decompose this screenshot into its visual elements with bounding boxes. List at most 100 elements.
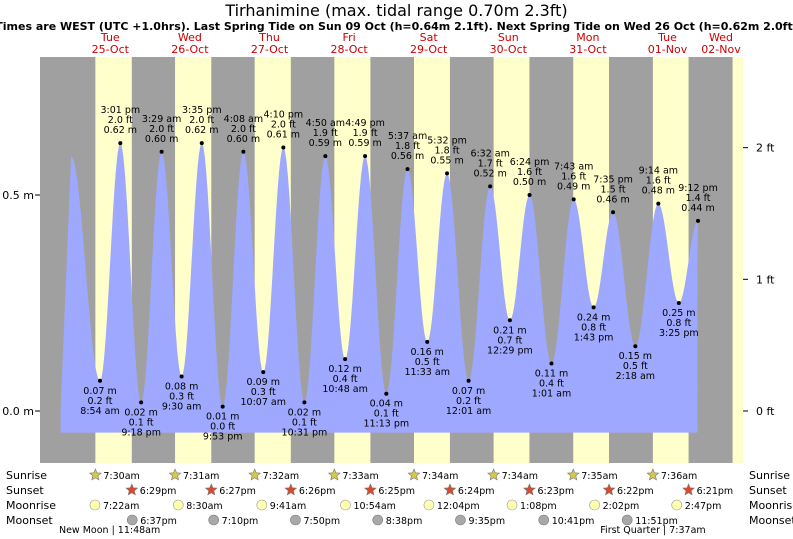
high-tide-label: 4:49 pm xyxy=(345,118,385,129)
high-tide-label: 0.56 m xyxy=(391,151,424,162)
day-label-weekday: Tue xyxy=(657,31,677,44)
high-tide-point xyxy=(281,145,286,150)
row-label-left: Moonrise xyxy=(6,499,56,512)
moonrise-time: 7:22am xyxy=(103,501,139,512)
high-tide-point xyxy=(363,154,368,159)
high-tide-label: 0.50 m xyxy=(513,177,546,188)
sunset-icon xyxy=(443,483,457,496)
high-tide-label: 7:35 pm xyxy=(593,174,633,185)
low-tide-point xyxy=(633,344,638,349)
low-tide-label: 0.4 ft xyxy=(333,374,358,385)
moonset-time: 7:50pm xyxy=(303,516,340,527)
moonrise-icon xyxy=(172,499,184,511)
high-tide-label: 4:10 pm xyxy=(264,109,304,120)
high-tide-label: 0.62 m xyxy=(104,125,137,136)
day-label-date: 26-Oct xyxy=(171,43,209,56)
low-tide-label: 0.15 m xyxy=(619,351,652,362)
low-tide-label: 11:33 am xyxy=(404,367,449,378)
sunset-icon xyxy=(523,483,536,496)
high-tide-label: 0.46 m xyxy=(596,194,629,205)
y-tick-label-feet: 1 ft xyxy=(756,273,775,286)
high-tide-label: 9:12 pm xyxy=(678,183,718,194)
low-tide-label: 0.07 m xyxy=(452,386,485,397)
high-tide-label: 0.60 m xyxy=(145,134,178,145)
high-tide-label: 0.62 m xyxy=(185,125,218,136)
low-tide-label: 0.11 m xyxy=(535,368,568,379)
high-tide-point xyxy=(241,149,246,154)
high-tide-point xyxy=(696,218,701,223)
moonrise-time: 12:04pm xyxy=(437,501,480,512)
day-label-date: 27-Oct xyxy=(251,43,289,56)
high-tide-label: 1.6 ft xyxy=(646,176,671,187)
high-tide-label: 1.6 ft xyxy=(517,167,542,178)
low-tide-point xyxy=(139,400,144,405)
sunset-icon xyxy=(682,483,696,496)
moonset-icon xyxy=(290,514,301,526)
low-tide-label: 0.7 ft xyxy=(497,335,522,346)
moonset-time: 11:51pm xyxy=(635,516,678,527)
high-tide-label: 1.8 ft xyxy=(395,141,420,152)
day-label-date: 31-Oct xyxy=(569,43,607,56)
high-tide-label: 0.59 m xyxy=(348,138,381,149)
moonset-time: 7:10pm xyxy=(222,516,259,527)
low-tide-point xyxy=(302,400,307,405)
low-tide-label: 0.02 m xyxy=(124,407,157,418)
y-axes: 0.5 m 0.0 m 2 ft 1 ft 0 ft xyxy=(2,142,775,418)
moonrise-icon xyxy=(89,499,101,511)
low-tide-label: 11:13 pm xyxy=(363,419,409,430)
sunset-time: 6:21pm xyxy=(697,486,734,497)
low-tide-label: 0.8 ft xyxy=(581,322,606,333)
high-tide-label: 4:50 am xyxy=(306,118,345,129)
day-label-date: 25-Oct xyxy=(92,43,130,56)
row-label-right: Moonrise xyxy=(749,499,793,512)
moonrise-time: 10:54am xyxy=(353,501,395,512)
day-label-weekday: Sun xyxy=(498,31,519,44)
low-tide-label: 0.12 m xyxy=(328,364,361,375)
sunset-time: 6:22pm xyxy=(617,486,654,497)
sunset-icon xyxy=(204,483,218,496)
high-tide-label: 0.60 m xyxy=(227,134,260,145)
sunrise-icon xyxy=(248,468,262,481)
day-label-weekday: Sat xyxy=(420,31,439,44)
high-tide-label: 2.0 ft xyxy=(189,115,214,126)
low-tide-point xyxy=(384,391,389,396)
chart-subtitle: Times are WEST (UTC +1.0hrs). Last Sprin… xyxy=(0,20,793,33)
low-tide-label: 0.16 m xyxy=(410,347,443,358)
high-tide-point xyxy=(118,141,123,146)
day-label-date: 28-Oct xyxy=(330,43,368,56)
moonset-time: 8:38pm xyxy=(386,516,423,527)
moonrise-icon xyxy=(506,499,518,511)
high-tide-point xyxy=(656,201,661,206)
moon-phase-label: First Quarter | 7:37am xyxy=(600,525,705,536)
high-tide-label: 3:29 am xyxy=(142,114,181,125)
day-label-weekday: Tue xyxy=(100,31,120,44)
sunset-icon xyxy=(125,483,139,496)
sunrise-time: 7:33am xyxy=(342,471,378,482)
moonset-icon xyxy=(208,514,219,526)
high-tide-label: 3:01 pm xyxy=(100,105,140,116)
sunset-icon xyxy=(602,483,616,496)
high-tide-label: 6:24 pm xyxy=(510,157,550,168)
low-tide-label: 12:01 am xyxy=(446,406,491,417)
low-tide-label: 0.09 m xyxy=(247,377,280,388)
high-tide-point xyxy=(445,171,450,176)
moonset-icon xyxy=(126,514,138,526)
moonrise-time: 9:41am xyxy=(270,501,306,512)
moonrise-time: 2:47pm xyxy=(685,501,722,512)
row-label-left: Sunset xyxy=(6,484,44,497)
moonrise-icon xyxy=(671,499,683,511)
moonset-icon xyxy=(372,514,384,526)
low-tide-point xyxy=(549,361,554,366)
low-tide-label: 0.3 ft xyxy=(169,391,194,402)
low-tide-label: 0.24 m xyxy=(577,312,610,323)
low-tide-label: 0.4 ft xyxy=(539,378,564,389)
low-tide-label: 10:31 pm xyxy=(282,427,328,438)
low-tide-label: 9:53 pm xyxy=(203,432,243,443)
moonset-time: 9:35pm xyxy=(468,516,505,527)
moonrise-icon xyxy=(256,499,268,511)
high-tide-label: 1.9 ft xyxy=(353,128,378,139)
moonrise-time: 8:30am xyxy=(186,501,222,512)
high-tide-label: 1.9 ft xyxy=(313,128,338,139)
low-tide-point xyxy=(466,378,471,383)
moonrise-time: 2:02pm xyxy=(603,501,640,512)
